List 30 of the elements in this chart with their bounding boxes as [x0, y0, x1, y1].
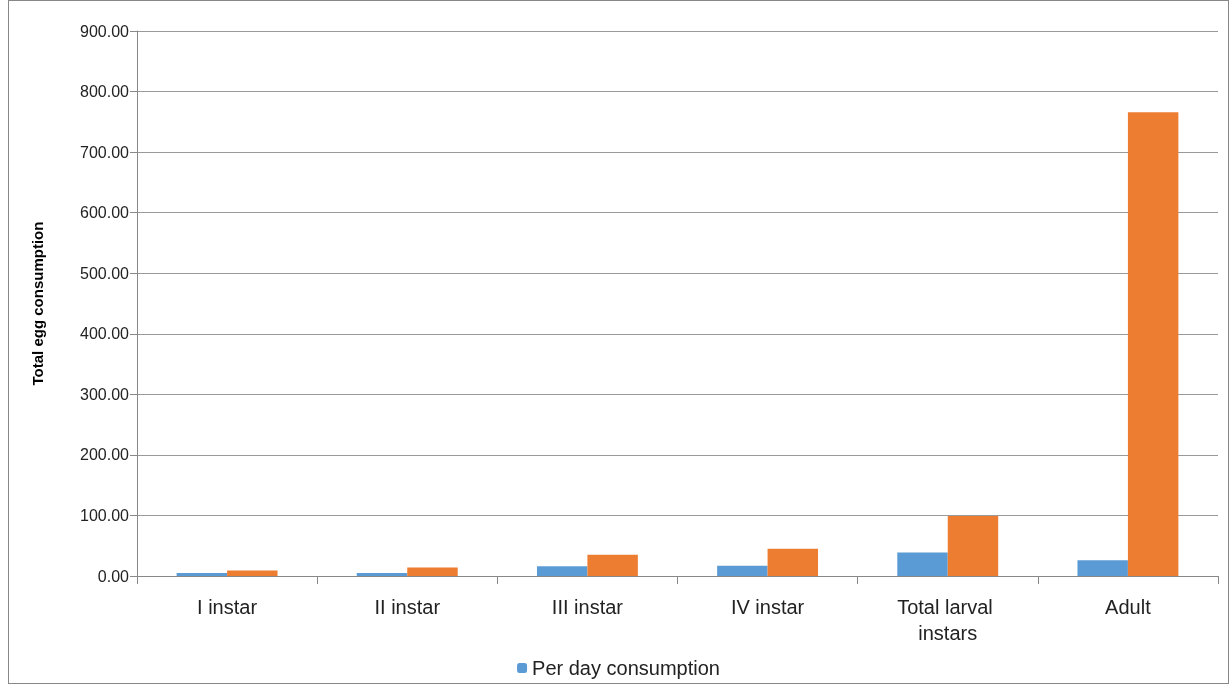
- bar: [407, 567, 458, 576]
- bar: [767, 548, 819, 576]
- y-axis-title: Total egg consumption: [29, 221, 46, 386]
- y-tick-label: 800.00: [80, 83, 130, 101]
- bar: [227, 570, 278, 576]
- y-tick-label: 900.00: [80, 22, 130, 40]
- y-tick-label: 700.00: [80, 143, 130, 161]
- bar: [587, 554, 638, 576]
- x-tick-label: Adult: [1105, 596, 1152, 618]
- y-tick-label: 600.00: [80, 204, 130, 222]
- x-tick-label: Total larval instars: [897, 596, 999, 644]
- legend-label: Per day consumption: [532, 657, 720, 679]
- x-tick-label: IV instar: [730, 596, 805, 618]
- bar: [1127, 112, 1179, 576]
- bar: [356, 572, 408, 576]
- bar: [176, 572, 228, 576]
- x-tick-label: II instar: [374, 596, 441, 618]
- bar: [717, 565, 768, 576]
- y-tick-label: 100.00: [80, 506, 130, 524]
- x-tick-label: I instar: [197, 596, 258, 618]
- x-tick-label: III instar: [551, 596, 624, 618]
- y-tick-label: 400.00: [80, 325, 130, 343]
- y-tick-label: 200.00: [80, 446, 130, 464]
- y-tick-label: 300.00: [80, 385, 130, 403]
- bar: [947, 516, 999, 576]
- y-tick-label: 500.00: [80, 264, 130, 282]
- bar: [1077, 560, 1128, 576]
- bar: [897, 552, 948, 576]
- bar: [536, 566, 588, 576]
- y-tick-label: 0.00: [97, 567, 130, 585]
